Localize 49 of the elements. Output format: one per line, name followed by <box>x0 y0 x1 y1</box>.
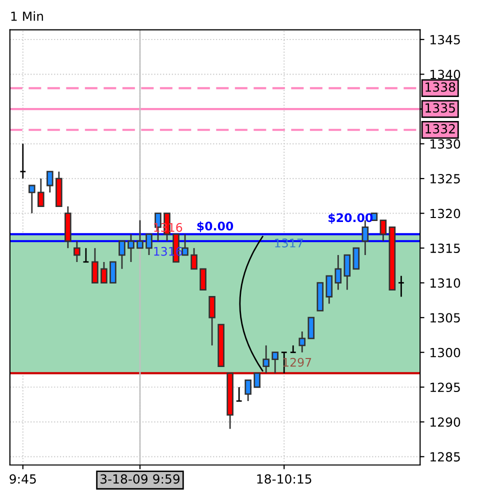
candlestick <box>298 330 306 354</box>
candlestick <box>398 275 405 298</box>
candlestick <box>290 344 297 354</box>
candlestick <box>182 233 188 256</box>
y-tick-label: 1340 <box>430 70 460 80</box>
x-tick-label: 9:45 <box>10 474 36 484</box>
y-tick-label: 1310 <box>430 278 460 288</box>
candlestick <box>272 352 278 374</box>
candlestick <box>146 233 152 256</box>
y-tick-label: 1300 <box>430 348 460 358</box>
y-tick-label: 1320 <box>430 208 460 218</box>
ref-line-label: 1332 <box>426 124 455 134</box>
candlestick <box>208 296 216 346</box>
y-tick-label: 1290 <box>430 417 460 427</box>
candlestick <box>352 247 360 270</box>
candlestick <box>190 247 198 270</box>
candlestick <box>380 220 387 242</box>
candlestick <box>19 143 26 180</box>
candlestick <box>262 344 270 374</box>
candlestick <box>344 254 351 290</box>
y-tick-label: 1305 <box>430 313 460 323</box>
y-tick-label: 1330 <box>430 139 460 149</box>
candlestick <box>74 240 80 263</box>
y-tick-label: 1315 <box>430 244 460 253</box>
y-tick-label: 1325 <box>430 174 460 184</box>
candlestick <box>46 170 54 194</box>
candlestick <box>38 178 44 208</box>
ref-line-label: 1335 <box>426 103 455 113</box>
candlestick <box>136 220 144 249</box>
x-tick-label: 18-10:15 <box>257 474 312 484</box>
candlestick <box>128 233 134 263</box>
candlestick <box>254 372 260 388</box>
y-tick-label: 1295 <box>430 382 460 392</box>
candlestick <box>100 261 108 284</box>
candlestick <box>28 184 36 214</box>
candlestick <box>92 247 98 284</box>
y-tick-label: 1285 <box>430 452 460 462</box>
x-tick-label: 3-18-09 9:59 <box>100 474 180 484</box>
candlestick <box>308 316 315 340</box>
ref-line-label: 1338 <box>426 82 456 92</box>
y-tick-label: 1345 <box>430 34 460 44</box>
candlestick <box>200 268 206 290</box>
chart-title: 1 Min <box>11 11 43 21</box>
candlestick <box>334 254 342 290</box>
annotation: $0.00 <box>197 221 234 232</box>
candlestick <box>110 261 116 284</box>
candlestick <box>326 275 333 304</box>
candlestick <box>118 240 126 270</box>
candlestick <box>244 379 252 402</box>
